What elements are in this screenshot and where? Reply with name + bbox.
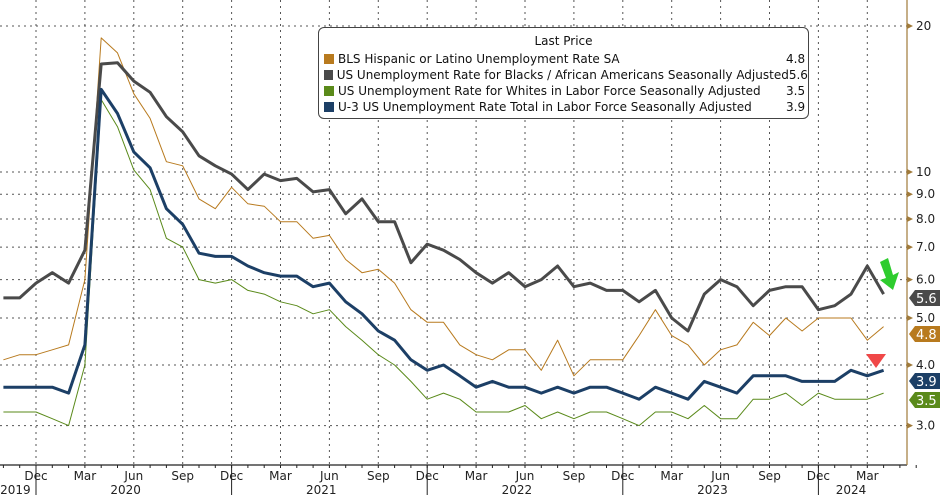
last-value-tag-label: 5.6 (916, 292, 937, 307)
y-tick-mark (907, 169, 913, 175)
x-tick-label: Mar (74, 469, 97, 483)
series-line (3, 87, 885, 401)
y-tick-mark (907, 315, 913, 321)
legend-item-black: US Unemployment Rate for Blacks / Africa… (319, 67, 808, 83)
last-value-tag: 4.8 (909, 326, 940, 343)
last-value-tag-label: 3.5 (916, 394, 937, 409)
series-line (3, 99, 884, 427)
last-value-tag-bg (909, 290, 940, 306)
last-value-tag: 3.9 (909, 373, 940, 390)
last-value-tag-bg (909, 392, 940, 408)
legend-swatch (324, 102, 334, 112)
x-year-label: 2020 (110, 483, 141, 495)
y-tick-mark (907, 276, 913, 283)
y-tick-label: 5.0 (916, 311, 935, 325)
y-tick-mark (907, 216, 913, 223)
x-year-label: 2023 (697, 483, 728, 495)
y-tick-label: 9.0 (916, 187, 935, 201)
x-tick-label: Mar (269, 469, 292, 483)
y-tick-label: 3.0 (916, 419, 935, 433)
legend-item-total: U-3 US Unemployment Rate Total in Labor … (319, 99, 808, 115)
x-year-label: 2021 (306, 483, 337, 495)
last-value-tag-label: 3.9 (916, 375, 937, 390)
legend-swatch (324, 70, 333, 80)
x-tick-label: Sep (367, 469, 390, 483)
x-tick-label: Jun (515, 469, 535, 483)
series-line (3, 61, 885, 333)
x-year-label: 2022 (502, 483, 533, 495)
x-tick-label: Mar (465, 469, 488, 483)
x-tick-label: Sep (563, 469, 586, 483)
x-tick-label: Sep (171, 469, 194, 483)
last-value-tag-bg (909, 373, 940, 389)
green-arrow-icon (880, 258, 899, 290)
y-tick-label: 20 (916, 19, 931, 33)
x-year-label: 2024 (836, 483, 867, 495)
x-tick-label: Jun (123, 469, 143, 483)
y-tick-mark (907, 23, 913, 29)
x-tick-label: Mar (660, 469, 683, 483)
legend: Last Price BLS Hispanic or Latino Unempl… (318, 27, 809, 119)
legend-swatch (324, 86, 334, 96)
legend-header: Last Price (534, 34, 593, 48)
y-tick-label: 7.0 (916, 240, 935, 254)
legend-item-hispanic: BLS Hispanic or Latino Unemployment Rate… (319, 51, 808, 67)
legend-swatch (324, 54, 334, 64)
y-tick-label: 10 (916, 165, 931, 179)
y-tick-label: 4.0 (916, 358, 935, 372)
y-tick-mark (907, 244, 913, 251)
y-tick-mark (907, 362, 913, 369)
y-tick-label: 8.0 (916, 212, 935, 226)
y-tick-mark (907, 422, 913, 429)
red-triangle-icon (866, 354, 886, 368)
y-tick-label: 6.0 (916, 273, 935, 287)
last-value-tag-bg (909, 326, 940, 342)
x-tick-label: Jun (319, 469, 339, 483)
last-value-tag: 5.6 (909, 290, 940, 307)
x-tick-label: Sep (758, 469, 781, 483)
last-value-tag-label: 4.8 (916, 328, 937, 343)
x-year-label: 2019 (0, 483, 31, 495)
y-tick-mark (907, 191, 913, 198)
last-value-tag: 3.5 (909, 392, 940, 409)
series-line (3, 37, 884, 377)
x-tick-label: Jun (710, 469, 730, 483)
legend-item-white: US Unemployment Rate for Whites in Labor… (319, 83, 808, 99)
x-tick-label: Mar (856, 469, 879, 483)
